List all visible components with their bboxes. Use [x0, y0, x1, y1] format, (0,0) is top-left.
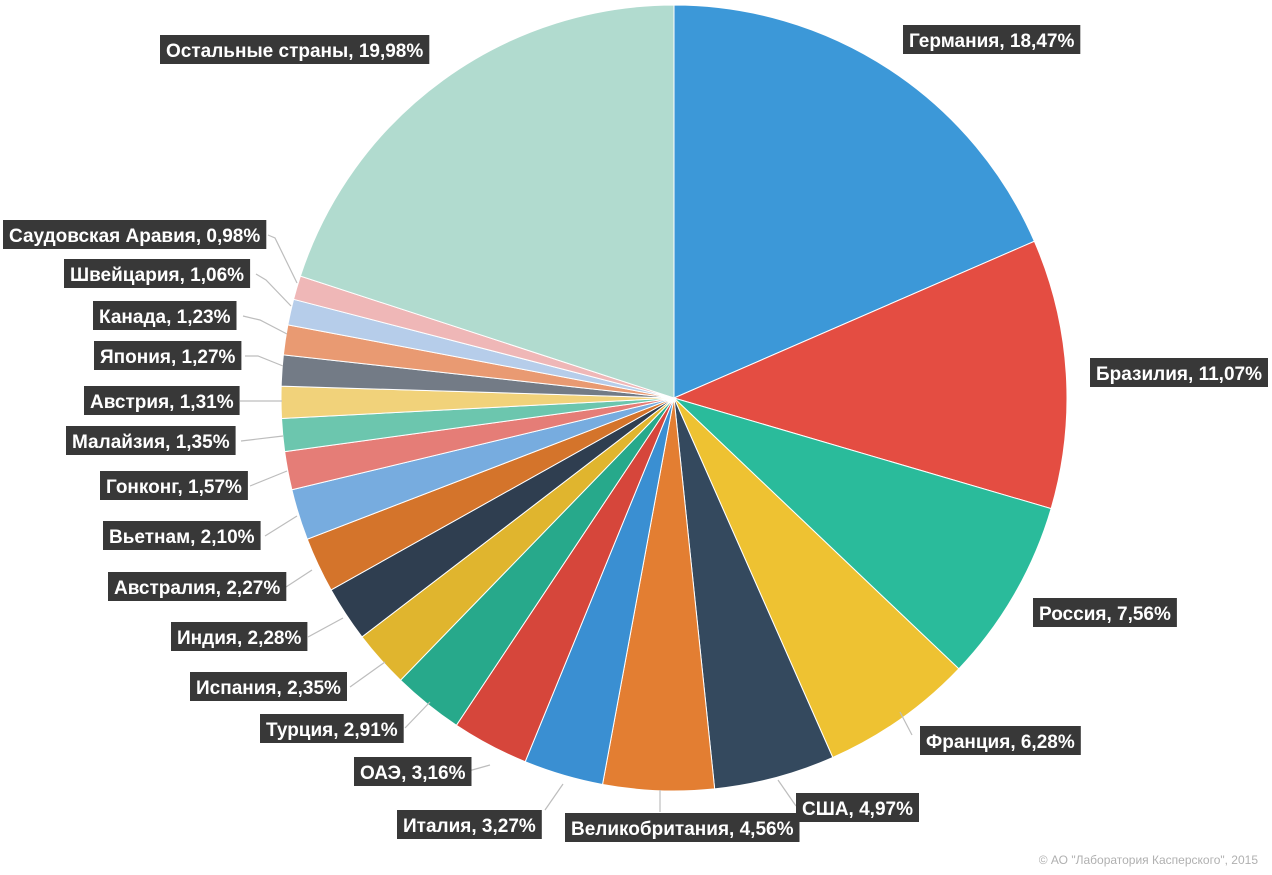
leader-line — [240, 435, 284, 442]
slice-label-text: ОАЭ, 3,16% — [360, 763, 466, 784]
slice-label: Австрия, 1,31% — [84, 386, 240, 415]
slice-label-text: Великобритания, 4,56% — [571, 819, 794, 840]
pie-slice — [673, 397, 1052, 670]
slice-label: Турция, 2,91% — [260, 714, 404, 743]
leader-line — [264, 515, 298, 537]
pie-slice — [673, 4, 1036, 399]
slice-label: Гонконг, 1,57% — [100, 471, 248, 500]
slice-label-text: Турция, 2,91% — [266, 720, 398, 741]
leader-line — [267, 234, 298, 284]
leader-line — [285, 569, 313, 588]
pie-slice — [299, 4, 675, 399]
slice-label-text: Австралия, 2,27% — [114, 578, 280, 599]
slice-label: Россия, 7,56% — [1033, 598, 1177, 627]
slice-label-text: Вьетнам, 2,10% — [109, 527, 255, 548]
slice-label: Швейцария, 1,06% — [64, 259, 251, 288]
slice-label: Бразилия, 11,07% — [1090, 358, 1268, 387]
pie-slice — [673, 397, 960, 759]
slice-label-text: Германия, 18,47% — [909, 31, 1074, 52]
slice-label-text: Италия, 3,27% — [403, 816, 536, 837]
leader-line — [544, 783, 564, 811]
slice-label-text: Малайзия, 1,35% — [72, 432, 230, 453]
slice-label-text: Швейцария, 1,06% — [70, 265, 244, 286]
leader-line — [242, 315, 288, 335]
slice-label: Япония, 1,27% — [94, 341, 242, 370]
slice-label-text: Канада, 1,23% — [99, 307, 231, 328]
pie-slices — [280, 4, 1068, 792]
copyright-text: © АО "Лаборатория Касперского", 2015 — [1038, 853, 1258, 867]
leader-line — [249, 470, 288, 487]
slice-label: Малайзия, 1,35% — [66, 426, 236, 455]
slice-label: США, 4,97% — [796, 793, 919, 822]
slice-label-text: Индия, 2,28% — [177, 628, 301, 649]
slice-label-text: Саудовская Аравия, 0,98% — [9, 226, 260, 247]
slice-labels: Германия, 18,47% Бразилия, 11,07% Россия, … — [3, 25, 1268, 842]
slice-label-text: Австрия, 1,31% — [90, 392, 234, 413]
slice-label-text: Остальные страны, 19,98% — [166, 41, 423, 62]
slice-label: Остальные страны, 19,98% — [160, 35, 430, 64]
slice-label: Италия, 3,27% — [397, 810, 542, 839]
slice-label-text: Россия, 7,56% — [1039, 604, 1171, 625]
leader-line — [349, 661, 386, 688]
slice-label-text: Япония, 1,27% — [100, 347, 236, 368]
slice-label: Австралия, 2,27% — [108, 572, 287, 601]
leader-lines — [240, 234, 913, 812]
leader-line — [255, 273, 292, 307]
slice-label-text: Гонконг, 1,57% — [106, 477, 242, 498]
leader-line — [307, 617, 344, 638]
slice-label: Испания, 2,35% — [190, 672, 347, 701]
leader-line — [404, 701, 431, 729]
slice-label-text: Бразилия, 11,07% — [1096, 364, 1262, 385]
slice-label-text: США, 4,97% — [802, 799, 913, 820]
slice-label: Вьетнам, 2,10% — [103, 521, 261, 550]
leader-line — [899, 711, 913, 736]
slice-label-text: Франция, 6,28% — [926, 732, 1075, 753]
slice-label: Индия, 2,28% — [171, 622, 308, 651]
slice-label-text: Испания, 2,35% — [196, 678, 341, 699]
leader-line — [777, 779, 797, 807]
slice-label: Саудовская Аравия, 0,98% — [3, 220, 267, 249]
slice-label: Великобритания, 4,56% — [565, 813, 800, 842]
pie-slice — [672, 240, 1068, 510]
slice-label: Франция, 6,28% — [920, 726, 1081, 755]
slice-label: ОАЭ, 3,16% — [354, 757, 472, 786]
slice-label: Канада, 1,23% — [93, 301, 237, 330]
slice-label: Германия, 18,47% — [903, 25, 1081, 54]
leader-line — [245, 355, 284, 367]
